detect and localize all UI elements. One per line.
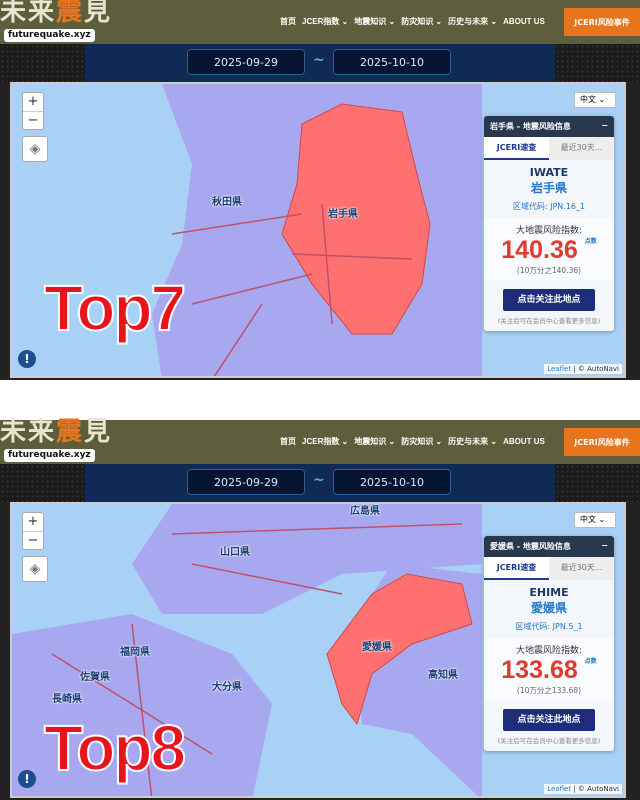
date-separator: ~ (313, 472, 325, 488)
tab-last-30-days[interactable]: 最近30天... (560, 143, 603, 152)
risk-index-label: 大地震风险指数: (515, 646, 583, 656)
risk-info-card: 愛媛県 - 地震风险信息 − JCERI速查 最近30天... EHIME 愛媛県 … (484, 536, 614, 751)
tab-jceri-lookup[interactable]: JCERI速查 (484, 137, 549, 160)
zoom-in-button[interactable]: + (27, 94, 39, 109)
nav-quake-knowledge[interactable]: 地震知识 ⌄ (354, 17, 396, 26)
main-nav: 首页 JCER指数 ⌄ 地震知识 ⌄ 防灾知识 ⌄ 历史与未来 ⌄ ABOUT … (280, 437, 545, 447)
follow-location-button[interactable]: 点击关注此地点 (503, 289, 595, 311)
map-label: 山口県 (220, 547, 250, 558)
end-date-input[interactable]: 2025-10-10 (333, 469, 451, 495)
autonavi-credit: | © AutoNavi (571, 365, 619, 373)
risk-map[interactable]: 秋田県 岩手県 Top7 + − ◈ ! 中文 ⌄ 岩手県 - 地震风险信息 − J… (10, 82, 626, 378)
region-name-jp: 岩手県 (530, 181, 567, 195)
info-icon[interactable]: ! (18, 770, 36, 788)
zoom-out-button[interactable]: − (23, 111, 43, 129)
jceri-risk-events-button[interactable]: JCERI风险事件 (564, 428, 640, 456)
region-name-jp: 愛媛県 (530, 601, 567, 615)
site-header: 未来震見 futurequake.xyz 首页 JCER指数 ⌄ 地震知识 ⌄ … (0, 0, 640, 44)
collapse-button[interactable]: − (601, 541, 608, 550)
site-header: 未来震見 futurequake.xyz 首页 JCER指数 ⌄ 地震知识 ⌄ … (0, 417, 640, 464)
region-name-en: IWATE (529, 166, 569, 179)
autonavi-credit: | © AutoNavi (571, 785, 619, 793)
site-domain: futurequake.xyz (4, 29, 95, 42)
zoom-in-button[interactable]: + (27, 514, 39, 529)
nav-quake-knowledge[interactable]: 地震知识 ⌄ (354, 437, 396, 446)
map-label: 福岡県 (120, 647, 150, 658)
nav-jcer-index[interactable]: JCER指数 ⌄ (302, 17, 349, 26)
risk-map[interactable]: 広島県山口県福岡県佐賀県大分県 愛媛県高知県長崎県 Top8 + − ◈ ! 中文… (10, 502, 626, 798)
map-attribution: Leaflet | © AutoNavi (544, 784, 622, 794)
risk-info-card: 岩手県 - 地震风险信息 − JCERI速查 最近30天... IWATE 岩手県 … (484, 116, 614, 331)
risk-index-subtext: (10万分之133.68) (516, 686, 582, 695)
region-code: 区域代码: JPN.16_1 (512, 202, 586, 211)
map-label: 広島県 (350, 506, 380, 517)
site-logo[interactable]: 未来震見 (0, 417, 113, 447)
nav-history-future[interactable]: 历史与未来 ⌄ (448, 437, 498, 446)
nav-home[interactable]: 首页 (280, 437, 296, 446)
collapse-button[interactable]: − (601, 121, 608, 130)
follow-note: (关注后可在会员中心查看更多信息) (497, 317, 601, 325)
follow-location-button[interactable]: 点击关注此地点 (503, 709, 595, 731)
zoom-out-button[interactable]: − (23, 531, 43, 549)
map-label: 大分県 (212, 682, 242, 693)
language-value: 中文 (580, 515, 596, 524)
nav-about-us[interactable]: ABOUT US (503, 17, 545, 26)
map-attribution: Leaflet | © AutoNavi (544, 364, 622, 374)
risk-index-value: 133.68 (501, 656, 578, 684)
risk-index-value: 140.36 (501, 236, 578, 264)
start-date-input[interactable]: 2025-09-29 (187, 49, 305, 75)
rank-overlay: Top8 (43, 712, 187, 784)
rank-overlay: Top7 (43, 272, 187, 344)
region-name-en: EHIME (529, 586, 569, 599)
info-icon[interactable]: ! (18, 350, 36, 368)
start-date-input[interactable]: 2025-09-29 (187, 469, 305, 495)
nav-about-us[interactable]: ABOUT US (503, 437, 545, 446)
tab-jceri-lookup[interactable]: JCERI速查 (484, 557, 549, 580)
map-label: 愛媛県 (362, 642, 392, 653)
map-label: 長崎県 (52, 694, 82, 705)
nav-disaster-prevention[interactable]: 防灾知识 ⌄ (401, 17, 443, 26)
date-separator: ~ (313, 52, 325, 68)
nav-home[interactable]: 首页 (280, 17, 296, 26)
nav-history-future[interactable]: 历史与未来 ⌄ (448, 17, 498, 26)
risk-unit: 点数 (584, 239, 597, 245)
layers-icon[interactable]: ◈ (22, 556, 48, 582)
map-label: 岩手県 (328, 209, 358, 220)
nav-jcer-index[interactable]: JCER指数 ⌄ (302, 437, 349, 446)
language-select[interactable]: 中文 ⌄ (574, 512, 616, 528)
jceri-risk-events-button[interactable]: JCERI风险事件 (564, 8, 640, 36)
nav-disaster-prevention[interactable]: 防灾知识 ⌄ (401, 437, 443, 446)
risk-index-subtext: (10万分之140.36) (516, 266, 582, 275)
date-range-bar: 2025-09-29 ~ 2025-10-10 (0, 44, 640, 82)
region-code: 区域代码: JPN.5_1 (515, 622, 583, 631)
zoom-control: + − (22, 92, 44, 130)
risk-unit: 点数 (584, 659, 597, 665)
card-title: 愛媛県 - 地震风险信息 (490, 542, 571, 551)
layers-icon[interactable]: ◈ (22, 136, 48, 162)
screenshot-panel: 未来震見 futurequake.xyz 首页 JCER指数 ⌄ 地震知识 ⌄ … (0, 417, 640, 800)
map-label: 高知県 (428, 670, 458, 681)
map-shapes (12, 84, 482, 376)
card-title: 岩手県 - 地震风险信息 (490, 122, 571, 131)
map-label: 秋田県 (212, 197, 242, 208)
follow-note: (关注后可在会员中心查看更多信息) (497, 737, 601, 745)
map-label: 佐賀県 (80, 672, 110, 683)
site-domain: futurequake.xyz (4, 449, 95, 462)
zoom-control: + − (22, 512, 44, 550)
map-shapes (12, 504, 482, 796)
screenshot-panel: 未来震見 futurequake.xyz 首页 JCER指数 ⌄ 地震知识 ⌄ … (0, 0, 640, 380)
risk-index-label: 大地震风险指数: (515, 226, 583, 236)
end-date-input[interactable]: 2025-10-10 (333, 49, 451, 75)
leaflet-link[interactable]: Leaflet (547, 365, 572, 373)
tab-last-30-days[interactable]: 最近30天... (560, 563, 603, 572)
language-select[interactable]: 中文 ⌄ (574, 92, 616, 108)
site-logo[interactable]: 未来震見 (0, 0, 113, 27)
main-nav: 首页 JCER指数 ⌄ 地震知识 ⌄ 防灾知识 ⌄ 历史与未来 ⌄ ABOUT … (280, 17, 545, 27)
leaflet-link[interactable]: Leaflet (547, 785, 572, 793)
language-value: 中文 (580, 95, 596, 104)
date-range-bar: 2025-09-29 ~ 2025-10-10 (0, 464, 640, 502)
